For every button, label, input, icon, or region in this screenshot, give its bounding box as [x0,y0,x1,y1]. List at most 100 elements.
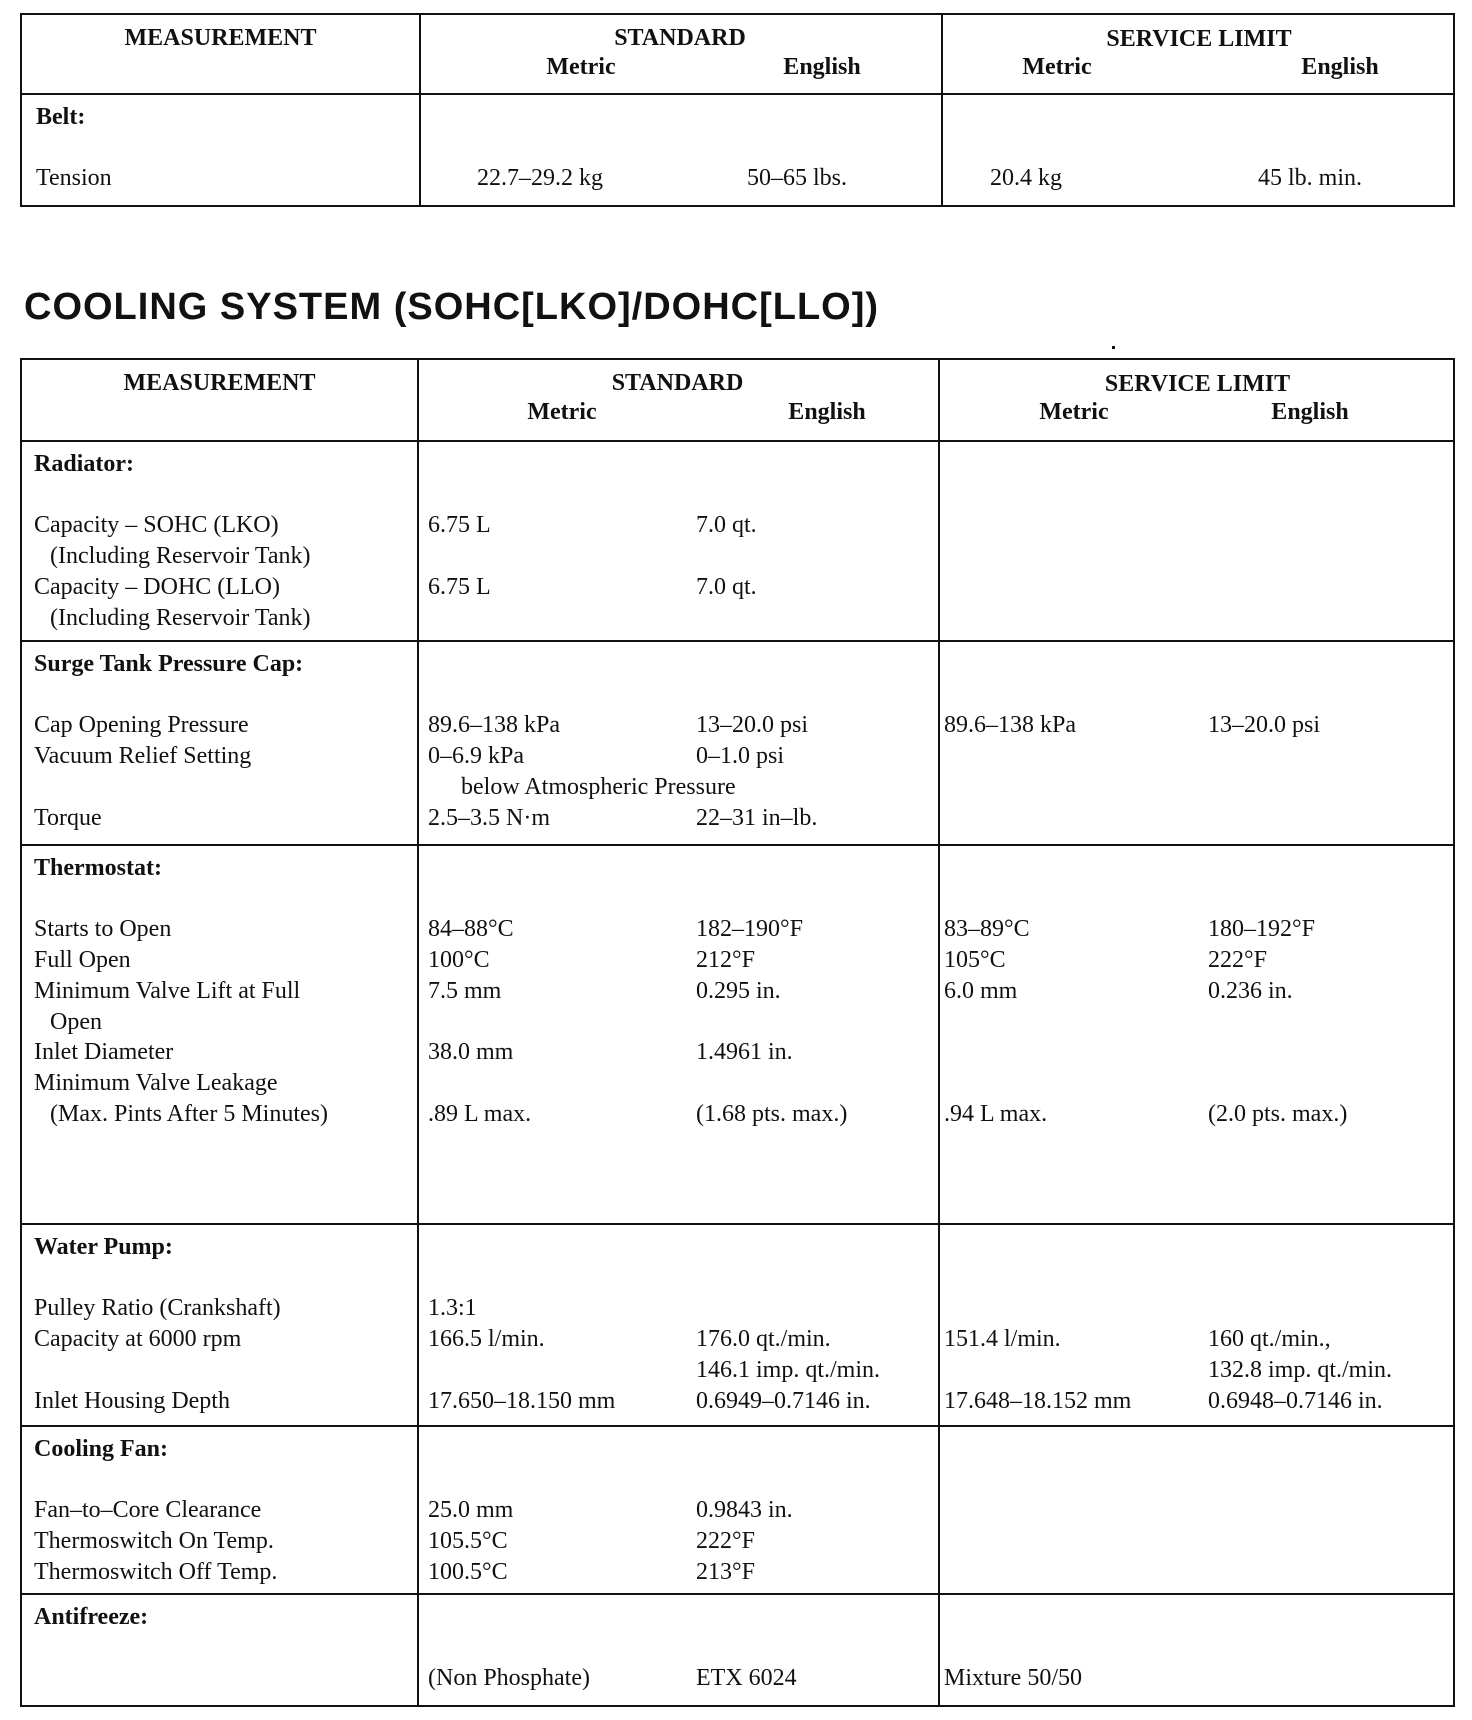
standard-metric-value: 6.75 L [428,573,491,600]
header-measurement: MEASUREMENT [123,370,316,396]
row-divider [22,1223,1453,1225]
header-standard: STANDARD [611,370,744,396]
measurement-label: Vacuum Relief Setting [34,743,252,770]
standard-metric-value: 6.75 L [428,512,491,539]
measurement-label: Fan–to–Core Clearance [34,1497,262,1524]
header-standard: STANDARD [614,25,746,51]
measurement-label: (Max. Pints After 5 Minutes) [50,1100,328,1127]
standard-english-value: ETX 6024 [696,1665,797,1692]
row-divider [22,1593,1453,1595]
row-divider [22,440,1453,442]
service-english-value: 160 qt./min., [1208,1326,1331,1353]
service-english-value: 45 lb. min. [1258,165,1363,192]
service-metric-value: 6.0 mm [944,977,1018,1004]
measurement-label: Minimum Valve Lift at Full [34,977,301,1004]
standard-metric-value: 17.650–18.150 mm [428,1387,616,1414]
standard-english-value: 22–31 in–lb. [696,804,818,831]
measurement-label: (Including Reservoir Tank) [50,543,311,570]
measurement-label: Torque [34,804,102,831]
header-english: English [1271,399,1349,425]
section-heading: Antifreeze: [34,1604,149,1630]
measurement-label: Capacity – DOHC (LLO) [34,573,280,600]
section-heading: Surge Tank Pressure Cap: [34,651,304,677]
header-english: English [783,54,861,80]
measurement-label: Inlet Housing Depth [34,1387,230,1414]
standard-english-value: (1.68 pts. max.) [696,1100,848,1127]
service-english-value: 13–20.0 psi [1208,712,1321,739]
measurement-label: Inlet Diameter [34,1039,174,1066]
standard-metric-value: 2.5–3.5 N·m [428,804,550,831]
service-english-value: 0.236 in. [1208,977,1293,1004]
row-divider [22,1425,1453,1427]
column-divider [941,15,943,205]
service-english-value: (2.0 pts. max.) [1208,1100,1348,1127]
measurement-label: Pulley Ratio (Crankshaft) [34,1295,281,1322]
service-english-value: 0.6948–0.7146 in. [1208,1387,1383,1414]
standard-metric-value: 7.5 mm [428,977,502,1004]
column-divider [938,360,940,1705]
column-divider [419,15,421,205]
standard-english-value: 146.1 imp. qt./min. [696,1356,881,1383]
row-divider [22,93,1453,95]
standard-metric-value: .89 L max. [428,1100,532,1127]
measurement-label: Open [50,1008,102,1035]
service-metric-value: 105°C [944,947,1006,974]
standard-english-value: 0.9843 in. [696,1497,793,1524]
row-divider [22,640,1453,642]
standard-english-value: 0–1.0 psi [696,743,785,770]
standard-metric-value: (Non Phosphate) [428,1665,590,1692]
service-english-value: 180–192°F [1208,916,1315,943]
section-title: COOLING SYSTEM (SOHC[LKO]/DOHC[LLO]) [24,286,880,328]
standard-metric-value: 38.0 mm [428,1039,514,1066]
header-english: English [788,399,866,425]
standard-english-value: 212°F [696,947,755,974]
service-metric-value: 20.4 kg [990,165,1062,192]
standard-english-value: 0.295 in. [696,977,781,1004]
standard-english-value: 7.0 qt. [696,573,757,600]
service-metric-value: .94 L max. [944,1100,1048,1127]
standard-english-value: 182–190°F [696,916,803,943]
standard-english-value: 7.0 qt. [696,512,757,539]
service-metric-value: Mixture 50/50 [944,1665,1082,1692]
standard-english-value: 213°F [696,1558,755,1585]
standard-english-value: 222°F [696,1528,755,1555]
header-measurement: MEASUREMENT [124,25,317,51]
section-heading: Water Pump: [34,1234,173,1260]
standard-metric-value: 1.3:1 [428,1295,477,1322]
belt-table: MEASUREMENT STANDARD SERVICE LIMIT Metric En… [20,13,1455,207]
standard-english-value: 176.0 qt./min. [696,1326,831,1353]
standard-english-value: 13–20.0 psi [696,712,809,739]
standard-metric-value: 89.6–138 kPa [428,712,560,739]
standard-english-value: 1.4961 in. [696,1039,793,1066]
section-heading: Radiator: [34,451,134,477]
service-metric-value: 17.648–18.152 mm [944,1387,1132,1414]
service-english-value: 222°F [1208,947,1267,974]
standard-english-value: 50–65 lbs. [747,165,848,192]
standard-english-value: 0.6949–0.7146 in. [696,1387,871,1414]
section-heading: Cooling Fan: [34,1436,169,1462]
standard-metric-value: 166.5 l/min. [428,1326,545,1353]
header-metric: Metric [527,399,597,425]
header-metric: Metric [1022,54,1092,80]
measurement-label: Thermoswitch Off Temp. [34,1558,278,1585]
header-service-limit: SERVICE LIMIT [1106,26,1292,52]
measurement-label: Capacity – SOHC (LKO) [34,512,279,539]
standard-metric-value: 100.5°C [428,1558,508,1585]
measurement-label: Capacity at 6000 rpm [34,1326,242,1353]
header-metric: Metric [1039,399,1109,425]
service-english-value: 132.8 imp. qt./min. [1208,1356,1393,1383]
header-metric: Metric [546,54,616,80]
standard-note: below Atmospheric Pressure [461,773,736,800]
standard-metric-value: 84–88°C [428,916,514,943]
measurement-label: Cap Opening Pressure [34,712,249,739]
measurement-label: Minimum Valve Leakage [34,1069,278,1096]
standard-metric-value: 100°C [428,947,490,974]
speck [1112,346,1115,349]
cooling-table: MEASUREMENT STANDARD SERVICE LIMIT Metric En… [20,358,1455,1707]
header-english: English [1301,54,1379,80]
row-divider [22,844,1453,846]
header-service-limit: SERVICE LIMIT [1104,371,1291,397]
measurement-label: Starts to Open [34,916,172,943]
service-metric-value: 83–89°C [944,916,1030,943]
